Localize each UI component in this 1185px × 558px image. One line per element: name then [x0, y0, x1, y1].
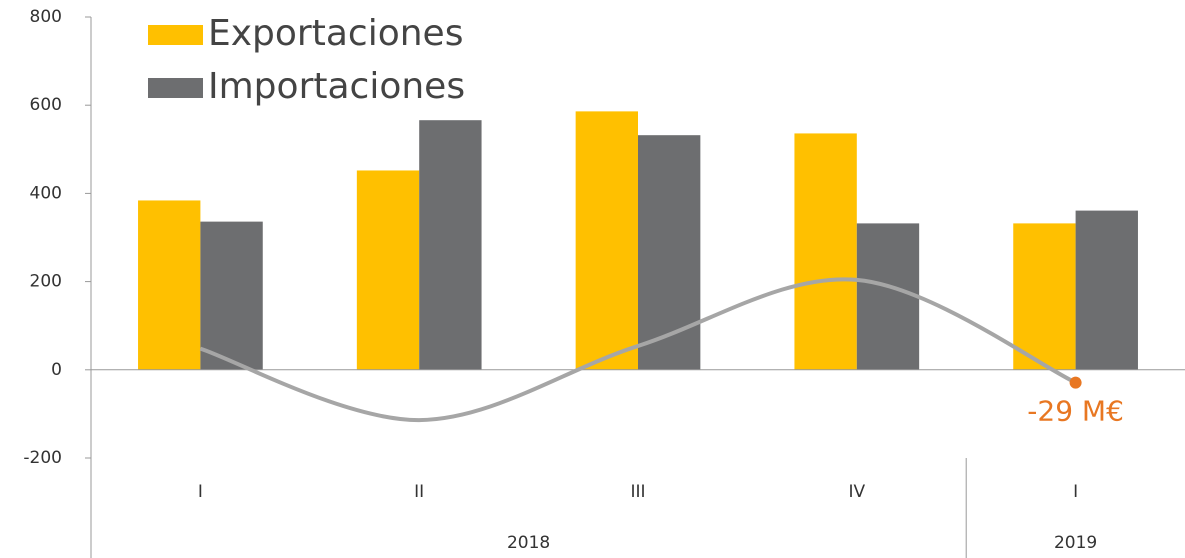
- legend-swatch: [148, 25, 203, 45]
- y-tick-label: -200: [23, 448, 62, 468]
- legend-swatch: [148, 78, 203, 98]
- bar: [794, 133, 857, 370]
- legend-label: Importaciones: [208, 66, 465, 107]
- bar: [575, 111, 638, 370]
- data-label: -29 M€: [1027, 395, 1124, 428]
- bar: [1013, 223, 1076, 370]
- x-tick-label: II: [414, 482, 424, 502]
- y-tick-label: 200: [30, 272, 62, 292]
- balance-line: [199, 277, 1077, 423]
- group-label: 2018: [507, 533, 550, 553]
- bar: [138, 200, 201, 370]
- bar: [638, 135, 701, 370]
- legend-label: Exportaciones: [208, 13, 463, 54]
- bar: [419, 120, 482, 370]
- y-tick-label: 0: [51, 360, 62, 380]
- x-tick-label: III: [630, 482, 645, 502]
- y-tick-label: 800: [30, 7, 62, 27]
- group-label: 2019: [1054, 533, 1097, 553]
- bar: [856, 223, 920, 370]
- bar: [1075, 210, 1138, 370]
- x-tick-label: I: [1073, 482, 1078, 502]
- y-tick-label: 600: [30, 95, 62, 115]
- balance-marker: [1069, 376, 1082, 389]
- x-tick-label: IV: [848, 482, 865, 502]
- bar: [200, 221, 263, 370]
- y-tick-label: 400: [30, 183, 62, 203]
- bar: [356, 170, 420, 370]
- x-tick-label: I: [198, 482, 203, 502]
